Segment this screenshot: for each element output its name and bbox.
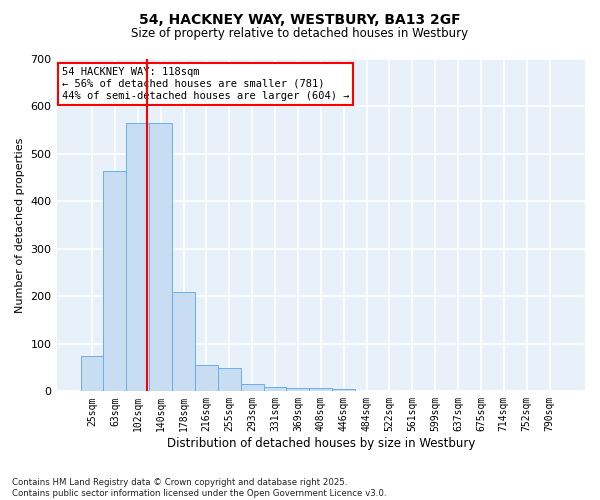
Text: Size of property relative to detached houses in Westbury: Size of property relative to detached ho… [131, 28, 469, 40]
Bar [263, 386, 286, 392]
Bar [127, 123, 149, 392]
Bar [149, 123, 172, 392]
X-axis label: Distribution of detached houses by size in Westbury: Distribution of detached houses by size … [167, 437, 475, 450]
Bar [195, 365, 218, 392]
Text: Contains HM Land Registry data © Crown copyright and database right 2025.
Contai: Contains HM Land Registry data © Crown c… [12, 478, 386, 498]
Bar [218, 368, 241, 392]
Bar [332, 389, 355, 392]
Bar [286, 388, 310, 392]
Bar [103, 170, 127, 392]
Bar [241, 384, 263, 392]
Bar [172, 292, 195, 392]
Text: 54 HACKNEY WAY: 118sqm
← 56% of detached houses are smaller (781)
44% of semi-de: 54 HACKNEY WAY: 118sqm ← 56% of detached… [62, 68, 349, 100]
Bar [310, 388, 332, 392]
Y-axis label: Number of detached properties: Number of detached properties [15, 138, 25, 313]
Bar [80, 356, 103, 392]
Text: 54, HACKNEY WAY, WESTBURY, BA13 2GF: 54, HACKNEY WAY, WESTBURY, BA13 2GF [139, 12, 461, 26]
